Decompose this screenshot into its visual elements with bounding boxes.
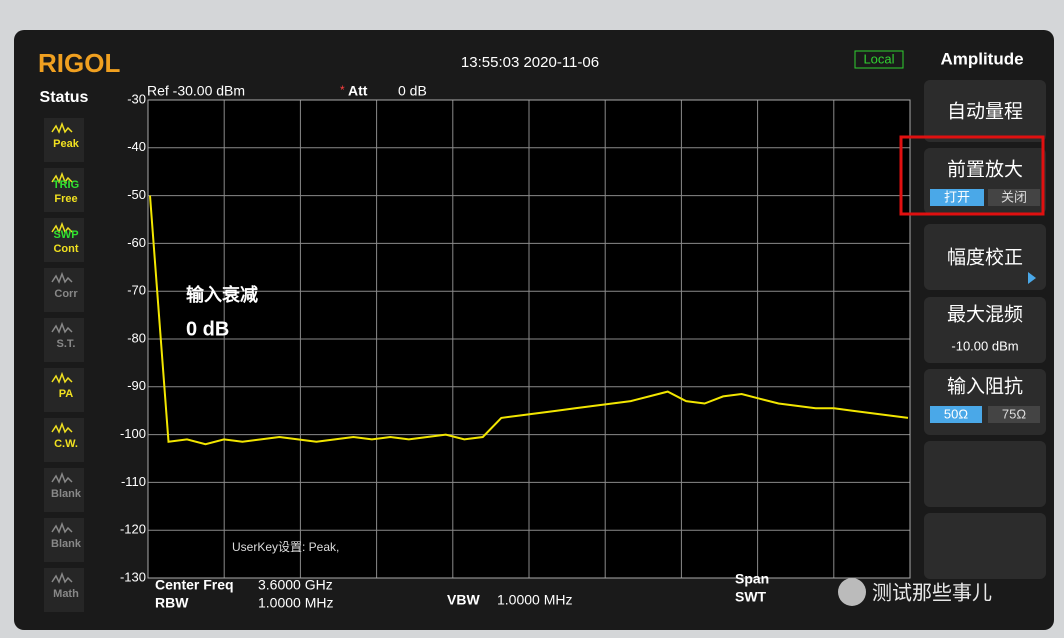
option-label: 50Ω — [944, 406, 968, 421]
softkey[interactable] — [924, 297, 1046, 363]
status-text: TRIG — [53, 179, 79, 191]
annotation: 0 dB — [186, 318, 229, 340]
status-item-bg — [44, 368, 84, 412]
softkey[interactable] — [924, 513, 1046, 579]
softkey-menu: 自动量程 前置放大 打开 关闭 幅度校正 最大混频 -10.00 dBm 输入阻… — [899, 80, 1046, 579]
rbw-label: RBW — [155, 595, 189, 611]
option-label: 打开 — [944, 189, 970, 204]
softkey[interactable] — [924, 224, 1046, 290]
status-text: Corr — [54, 288, 78, 300]
status-icon — [51, 471, 73, 484]
y-tick-label: -40 — [127, 139, 146, 154]
status-item-bg — [44, 218, 84, 262]
y-tick-label: -70 — [127, 283, 146, 298]
softkey[interactable] — [924, 441, 1046, 507]
status-text: PA — [59, 388, 74, 400]
y-tick-label: -80 — [127, 330, 146, 345]
center-freq: 3.6000 GHz — [258, 577, 333, 593]
option-on[interactable] — [930, 406, 982, 423]
brand: RIGOL — [38, 48, 120, 78]
att-marker: * — [340, 83, 345, 97]
status-panel: Peak TRIG Free SWP Cont Corr S.T. PA C.W. Blank Bl… — [44, 118, 84, 612]
y-tick-label: -60 — [127, 235, 146, 250]
menu-title: Amplitude — [940, 49, 1023, 68]
span-label: Span — [735, 571, 769, 587]
rbw: 1.0000 MHz — [258, 595, 333, 611]
softkey-label: 幅度校正 — [947, 247, 1023, 269]
status-text: Blank — [51, 488, 82, 500]
status-item-bg — [44, 468, 84, 512]
softkey-label: 前置放大 — [947, 159, 1023, 181]
plot-frame — [147, 99, 911, 579]
status-icon — [51, 121, 73, 134]
status-item-bg — [44, 118, 84, 162]
status-icon — [51, 271, 73, 284]
vbw: 1.0000 MHz — [497, 592, 572, 608]
softkey-label: 自动量程 — [947, 101, 1023, 123]
y-tick-label: -50 — [127, 187, 146, 202]
option-off[interactable] — [988, 189, 1040, 206]
userkey: UserKey设置: Peak, — [232, 540, 339, 554]
status-icon — [51, 321, 73, 334]
softkey-label: 最大混频 — [947, 304, 1023, 326]
y-tick-label: -100 — [120, 426, 146, 441]
ref-level: Ref -30.00 dBm — [147, 83, 245, 99]
center-freq-label: Center Freq — [155, 577, 234, 593]
att-label: Att — [348, 83, 368, 99]
trace — [149, 195, 909, 446]
status-text: Cont — [53, 243, 78, 255]
status-text: C.W. — [54, 438, 78, 450]
y-tick-label: -90 — [127, 378, 146, 393]
watermark-icon — [838, 578, 866, 606]
status-item-bg — [44, 168, 84, 212]
status-item-bg — [44, 268, 84, 312]
status-text: Blank — [51, 538, 82, 550]
vbw-label: VBW — [447, 592, 480, 608]
status-item-bg — [44, 518, 84, 562]
status-icon — [51, 371, 73, 384]
status-icon — [51, 171, 73, 184]
option-label: 关闭 — [1001, 189, 1027, 204]
mode-box — [854, 50, 904, 69]
softkey-label: 输入阻抗 — [947, 376, 1023, 398]
option-on[interactable] — [930, 189, 984, 206]
mode: Local — [863, 51, 894, 66]
softkey[interactable] — [924, 80, 1046, 142]
y-tick-label: -130 — [120, 569, 146, 584]
status-title: Status — [40, 89, 89, 106]
status-icon — [51, 521, 73, 534]
status-item-bg — [44, 568, 84, 612]
highlight-box — [899, 135, 1045, 216]
y-tick-label: -110 — [121, 474, 146, 489]
status-text: S.T. — [57, 338, 76, 350]
status-text: Peak — [53, 138, 80, 150]
status-item-bg — [44, 418, 84, 462]
option-off[interactable] — [988, 406, 1040, 423]
status-item-bg — [44, 318, 84, 362]
watermark: 测试那些事儿 — [872, 581, 992, 604]
submenu-arrow — [1028, 272, 1036, 284]
status-icon — [51, 221, 73, 234]
y-tick-label: -120 — [120, 522, 146, 537]
status-text: Math — [53, 588, 79, 600]
annotation: 输入衰减 — [186, 284, 258, 305]
plot: -30 -40 -50 -60 -70 -80 -90 -100 -110 -120 -130 — [120, 91, 911, 584]
status-icon — [51, 571, 73, 584]
datetime: 13:55:03 2020-11-06 — [461, 54, 599, 71]
y-tick-label: -30 — [127, 91, 146, 106]
att-value: 0 dB — [398, 83, 427, 99]
option-label: 75Ω — [1002, 406, 1026, 421]
status-icon — [51, 421, 73, 434]
status-text: SWP — [53, 229, 78, 241]
softkey-value: -10.00 dBm — [951, 338, 1018, 353]
swt-label: SWT — [735, 589, 767, 605]
status-text: Free — [54, 193, 77, 205]
